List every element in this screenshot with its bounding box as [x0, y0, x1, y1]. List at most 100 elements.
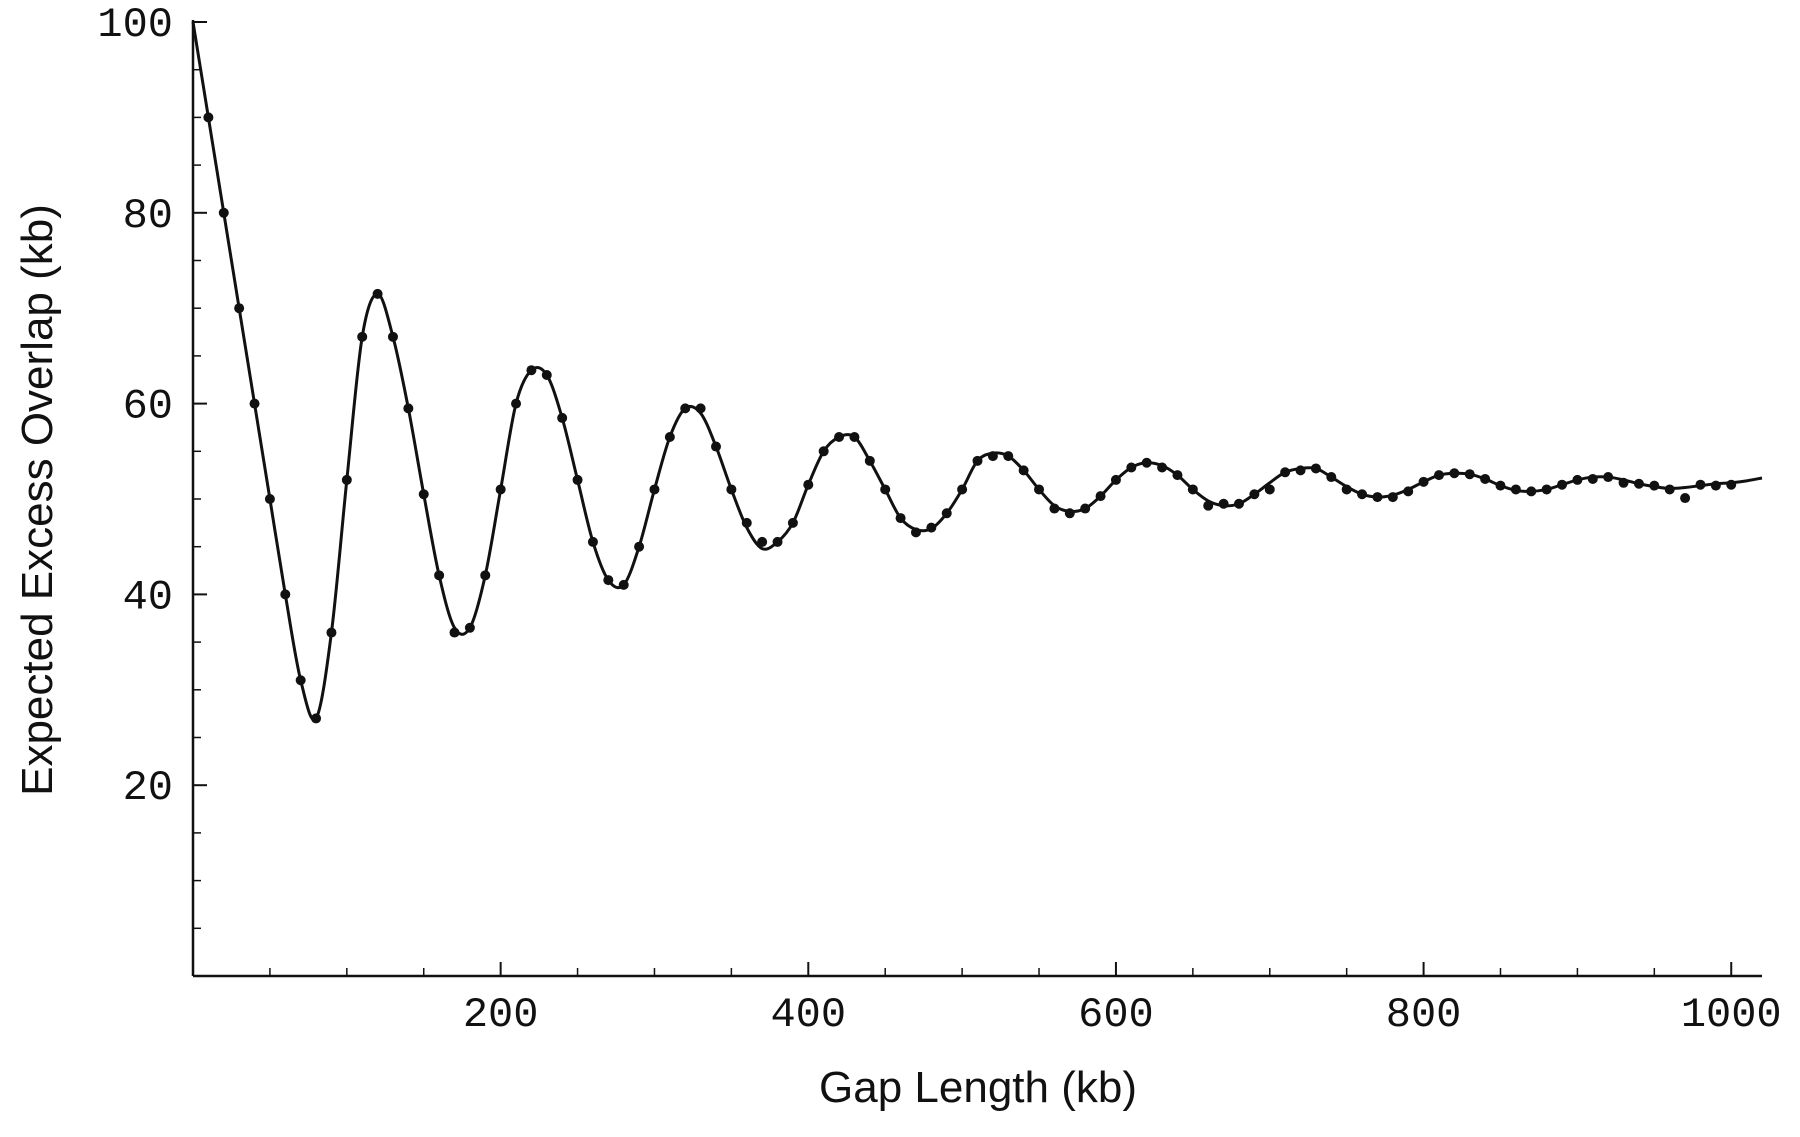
data-point [1603, 472, 1614, 483]
data-point [1495, 480, 1506, 491]
data-point [787, 517, 798, 528]
data-point [1480, 473, 1491, 484]
data-point [634, 541, 645, 552]
data-point [1649, 480, 1660, 491]
data-point [387, 331, 398, 342]
data-point [295, 675, 306, 686]
data-point [1310, 463, 1321, 474]
data-point [1510, 484, 1521, 495]
y-tick-label: 40 [123, 573, 173, 621]
data-point [664, 431, 675, 442]
data-point [1372, 492, 1383, 503]
data-point [618, 579, 629, 590]
data-point [818, 446, 829, 457]
data-point [326, 627, 337, 638]
data-point [895, 513, 906, 524]
data-point [1680, 493, 1691, 504]
data-point [449, 627, 460, 638]
data-point [864, 455, 875, 466]
y-tick-label: 20 [123, 764, 173, 812]
data-point [772, 536, 783, 547]
curve [191, 21, 1763, 722]
data-point [1157, 462, 1168, 473]
data-point [757, 536, 768, 547]
y-axis-title: Expected Excess Overlap (kb) [13, 204, 62, 796]
data-point [1464, 469, 1475, 480]
data-point [1172, 470, 1183, 481]
data-point [1095, 491, 1106, 502]
data-point [357, 331, 368, 342]
data-point [234, 303, 245, 314]
data-point [1618, 477, 1629, 488]
data-point [1387, 492, 1398, 503]
data-point [372, 288, 383, 299]
data-point [741, 517, 752, 528]
data-point [941, 508, 952, 519]
data-point [957, 484, 968, 495]
data-point [557, 412, 568, 423]
data-point [526, 365, 537, 376]
data-point [711, 441, 721, 452]
data-point [1418, 476, 1429, 487]
data-point [849, 431, 860, 442]
data-point [1049, 503, 1060, 514]
x-tick-label: 800 [1386, 991, 1462, 1039]
data-point [1710, 480, 1721, 491]
data-point [311, 713, 322, 724]
data-point [680, 403, 691, 414]
y-tick-label: 60 [123, 383, 173, 431]
data-point [1403, 486, 1414, 497]
data-point [464, 622, 475, 633]
data-point [480, 570, 491, 581]
data-point [280, 589, 291, 600]
data-point [1003, 451, 1014, 462]
data-point [987, 451, 998, 462]
data-point [1326, 472, 1337, 483]
data-point [1203, 500, 1214, 511]
y-tick-label: 100 [97, 1, 173, 49]
data-point [1187, 484, 1198, 495]
data-point [649, 484, 660, 495]
data-point [1141, 457, 1152, 468]
data-point [1587, 473, 1598, 484]
data-point [1541, 484, 1552, 495]
data-point [834, 431, 845, 442]
data-point [1234, 498, 1244, 509]
data-point [587, 536, 598, 547]
data-point [880, 484, 891, 495]
data-point [1295, 465, 1306, 476]
data-point [434, 570, 445, 581]
data-point [910, 527, 921, 538]
data-point [926, 522, 937, 533]
y-tick-label: 80 [123, 192, 173, 240]
data-point [203, 112, 214, 123]
data-point [403, 403, 414, 414]
data-point [1433, 470, 1444, 481]
data-point [1034, 484, 1045, 495]
data-point [495, 484, 506, 495]
data-point [1572, 474, 1583, 485]
data-point [1726, 479, 1737, 490]
data-point [572, 474, 583, 485]
data-point [695, 403, 706, 414]
data-point [1526, 486, 1537, 497]
data-point [1280, 467, 1291, 478]
data-point [1557, 479, 1568, 490]
data-point [1357, 489, 1368, 500]
data-point [218, 207, 229, 218]
data-point [1080, 503, 1091, 514]
data-point [1264, 484, 1275, 495]
data-point [1064, 508, 1075, 519]
data-point [603, 575, 614, 586]
data-point [1018, 465, 1029, 476]
data-point [249, 398, 260, 409]
data-point [726, 484, 737, 495]
data-point [1249, 489, 1260, 500]
data-point [1341, 484, 1352, 495]
x-tick-label: 200 [463, 991, 539, 1039]
data-point [1218, 498, 1229, 509]
data-point [972, 455, 983, 466]
data-point [1633, 478, 1644, 489]
data-point [1664, 484, 1675, 495]
